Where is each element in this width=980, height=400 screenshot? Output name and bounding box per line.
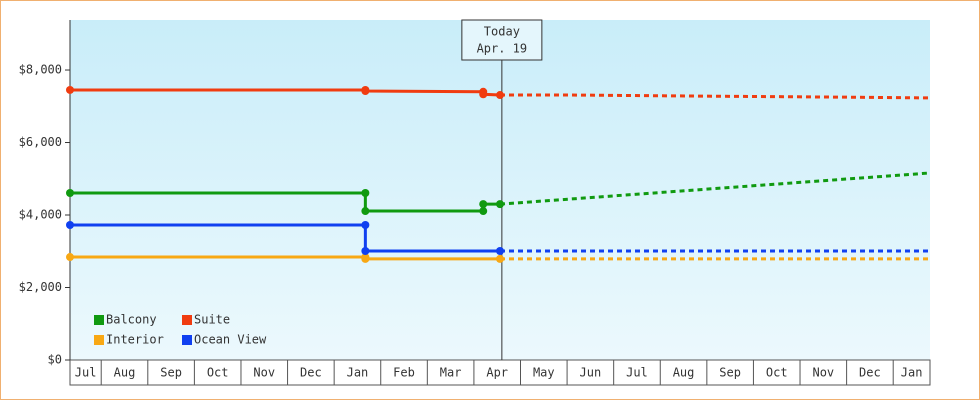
- price-point: [479, 90, 488, 99]
- legend-swatch: [182, 315, 192, 325]
- x-tick-label: Sep: [160, 366, 182, 380]
- price-point: [361, 247, 370, 256]
- x-tick-label: Dec: [859, 366, 881, 380]
- x-tick-label: Jan: [901, 366, 923, 380]
- price-point: [361, 207, 370, 216]
- x-tick-label: Feb: [393, 366, 415, 380]
- x-axis-band: [69, 359, 931, 386]
- x-tick-label: Aug: [114, 366, 136, 380]
- price-point: [66, 189, 74, 198]
- x-tick-label: Jan: [347, 366, 369, 380]
- y-tick-label: $8,000: [19, 63, 62, 77]
- legend-swatch: [182, 335, 192, 345]
- x-tick-label: Oct: [766, 366, 788, 380]
- legend-swatch: [94, 315, 104, 325]
- x-tick-label: Jul: [75, 366, 97, 380]
- today-label: Today: [484, 25, 520, 39]
- x-tick-label: Apr: [486, 366, 508, 380]
- price-point: [361, 254, 370, 263]
- plot-area: [70, 20, 930, 360]
- price-point: [66, 85, 74, 94]
- price-point: [361, 189, 370, 198]
- price-point: [361, 87, 370, 96]
- y-tick-label: $0: [48, 353, 62, 367]
- legend-label: Balcony: [106, 313, 157, 327]
- price-point: [479, 200, 488, 209]
- x-tick-label: Jun: [580, 366, 602, 380]
- x-tick-label: Aug: [673, 366, 695, 380]
- x-tick-label: Dec: [300, 366, 322, 380]
- y-tick-label: $2,000: [19, 280, 62, 294]
- x-tick-label: Nov: [812, 366, 834, 380]
- legend-label: Ocean View: [194, 333, 267, 347]
- price-line: [70, 223, 500, 253]
- price-point: [361, 221, 370, 230]
- price-point: [66, 221, 74, 230]
- price-point: [496, 200, 504, 209]
- today-box: [461, 19, 543, 61]
- price-point: [496, 247, 504, 256]
- x-tick-label: Jul: [626, 366, 648, 380]
- x-tick-label: May: [533, 366, 555, 380]
- forecast-line: [500, 93, 931, 100]
- legend-label: Suite: [194, 313, 230, 327]
- today-date: Apr. 19: [477, 42, 528, 56]
- price-point: [496, 91, 504, 100]
- x-tick-label: Oct: [207, 366, 229, 380]
- legend-label: Interior: [106, 333, 164, 347]
- legend-swatch: [94, 335, 104, 345]
- y-tick-label: $4,000: [19, 208, 62, 222]
- x-tick-label: Mar: [440, 366, 462, 380]
- price-point: [496, 254, 504, 263]
- price-point: [479, 207, 488, 216]
- y-tick-label: $6,000: [19, 135, 62, 149]
- price-point: [66, 253, 74, 262]
- x-tick-label: Sep: [719, 366, 741, 380]
- x-tick-label: Nov: [253, 366, 275, 380]
